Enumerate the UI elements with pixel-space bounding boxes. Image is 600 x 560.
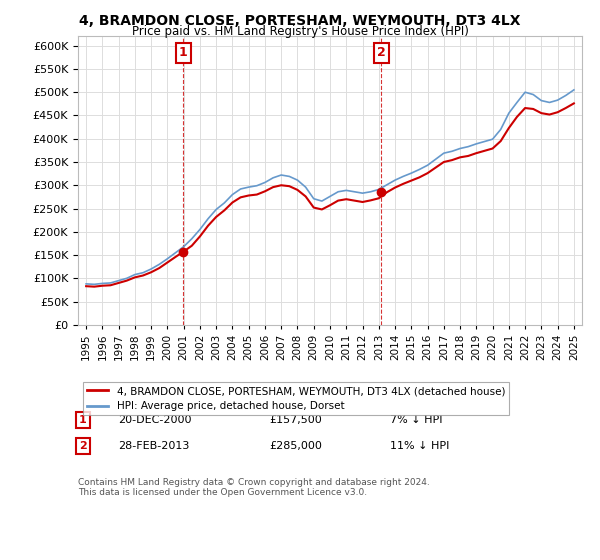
Text: Price paid vs. HM Land Registry's House Price Index (HPI): Price paid vs. HM Land Registry's House … bbox=[131, 25, 469, 38]
Legend: 4, BRAMDON CLOSE, PORTESHAM, WEYMOUTH, DT3 4LX (detached house), HPI: Average pr: 4, BRAMDON CLOSE, PORTESHAM, WEYMOUTH, D… bbox=[83, 382, 509, 416]
Text: 1: 1 bbox=[179, 46, 187, 59]
Text: 2: 2 bbox=[79, 441, 87, 451]
Text: 11% ↓ HPI: 11% ↓ HPI bbox=[391, 441, 450, 451]
Text: 2: 2 bbox=[377, 46, 386, 59]
Text: Contains HM Land Registry data © Crown copyright and database right 2024.
This d: Contains HM Land Registry data © Crown c… bbox=[78, 478, 430, 497]
Text: 1: 1 bbox=[79, 415, 87, 425]
Text: £285,000: £285,000 bbox=[269, 441, 322, 451]
Text: 7% ↓ HPI: 7% ↓ HPI bbox=[391, 415, 443, 425]
Text: 28-FEB-2013: 28-FEB-2013 bbox=[118, 441, 190, 451]
Text: 20-DEC-2000: 20-DEC-2000 bbox=[118, 415, 192, 425]
Text: 4, BRAMDON CLOSE, PORTESHAM, WEYMOUTH, DT3 4LX: 4, BRAMDON CLOSE, PORTESHAM, WEYMOUTH, D… bbox=[79, 14, 521, 28]
Text: £157,500: £157,500 bbox=[269, 415, 322, 425]
